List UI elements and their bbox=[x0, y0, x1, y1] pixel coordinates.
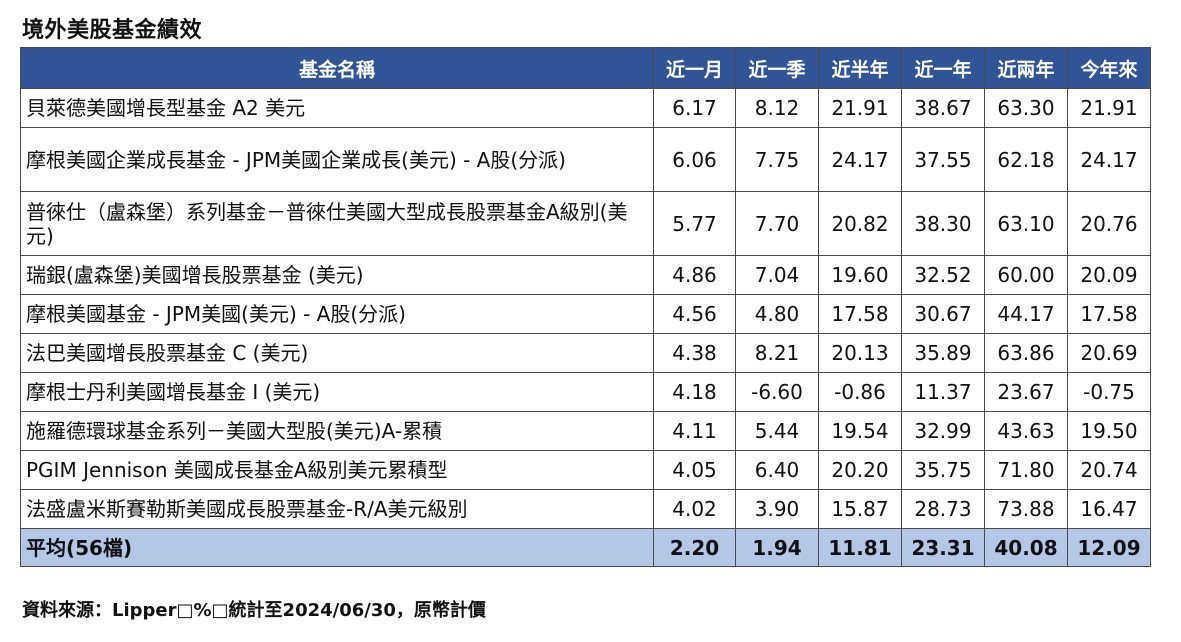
return-1m-cell: 6.06 bbox=[653, 127, 736, 192]
average-label-cell: 平均(56檔) bbox=[20, 528, 654, 567]
return-ytd-cell: 20.09 bbox=[1067, 255, 1151, 295]
fund-name-cell: 貝萊德美國增長型基金 A2 美元 bbox=[20, 88, 654, 128]
return-3m-cell: 8.21 bbox=[735, 333, 819, 373]
return-3m-cell: 4.80 bbox=[735, 294, 819, 334]
table-row: 摩根美國企業成長基金 - JPM美國企業成長(美元) - A股(分派) 6.06… bbox=[20, 127, 1151, 192]
return-6m-cell: 15.87 bbox=[818, 489, 902, 529]
return-1y-cell: 11.37 bbox=[901, 372, 985, 412]
return-ytd-cell: 20.76 bbox=[1067, 191, 1151, 256]
return-2y-cell: 43.63 bbox=[984, 411, 1068, 451]
return-3m-cell: 7.70 bbox=[735, 191, 819, 256]
return-2y-cell: 62.18 bbox=[984, 127, 1068, 192]
return-2y-cell: 23.67 bbox=[984, 372, 1068, 412]
table-row: 法巴美國增長股票基金 C (美元) 4.38 8.21 20.13 35.89 … bbox=[20, 333, 1151, 373]
return-ytd-cell: 20.69 bbox=[1067, 333, 1151, 373]
fund-name-cell: 普徠仕（盧森堡）系列基金－普徠仕美國大型成長股票基金A級別(美元) bbox=[20, 191, 654, 256]
average-ytd-cell: 12.09 bbox=[1067, 528, 1151, 567]
average-2y-cell: 40.08 bbox=[984, 528, 1068, 567]
return-1y-cell: 28.73 bbox=[901, 489, 985, 529]
return-1m-cell: 4.11 bbox=[653, 411, 736, 451]
return-ytd-cell: -0.75 bbox=[1067, 372, 1151, 412]
fund-name-cell: PGIM Jennison 美國成長基金A級別美元累積型 bbox=[20, 450, 654, 490]
return-2y-cell: 44.17 bbox=[984, 294, 1068, 334]
average-3m-cell: 1.94 bbox=[735, 528, 819, 567]
column-header-2y: 近兩年 bbox=[984, 47, 1068, 89]
return-3m-cell: 7.04 bbox=[735, 255, 819, 295]
return-ytd-cell: 19.50 bbox=[1067, 411, 1151, 451]
page-title: 境外美股基金績效 bbox=[22, 18, 203, 43]
return-1y-cell: 38.30 bbox=[901, 191, 985, 256]
return-2y-cell: 73.88 bbox=[984, 489, 1068, 529]
fund-name-cell: 施羅德環球基金系列－美國大型股(美元)A-累積 bbox=[20, 411, 654, 451]
table-row: 瑞銀(盧森堡)美國增長股票基金 (美元) 4.86 7.04 19.60 32.… bbox=[20, 255, 1151, 295]
return-ytd-cell: 20.74 bbox=[1067, 450, 1151, 490]
return-6m-cell: 17.58 bbox=[818, 294, 902, 334]
return-1y-cell: 35.75 bbox=[901, 450, 985, 490]
column-header-6m: 近半年 bbox=[818, 47, 902, 89]
return-1m-cell: 4.18 bbox=[653, 372, 736, 412]
fund-name-cell: 瑞銀(盧森堡)美國增長股票基金 (美元) bbox=[20, 255, 654, 295]
return-1y-cell: 32.99 bbox=[901, 411, 985, 451]
source-note: 資料來源：Lipper□%□統計至2024/06/30，原幣計價 bbox=[22, 600, 486, 621]
return-ytd-cell: 24.17 bbox=[1067, 127, 1151, 192]
return-ytd-cell: 17.58 bbox=[1067, 294, 1151, 334]
return-2y-cell: 63.86 bbox=[984, 333, 1068, 373]
return-6m-cell: 19.60 bbox=[818, 255, 902, 295]
fund-name-cell: 法巴美國增長股票基金 C (美元) bbox=[20, 333, 654, 373]
return-1m-cell: 4.38 bbox=[653, 333, 736, 373]
header-row: 基金名稱 近一月 近一季 近半年 近一年 近兩年 今年來 bbox=[20, 47, 1151, 89]
return-2y-cell: 63.10 bbox=[984, 191, 1068, 256]
table-row: 摩根美國基金 - JPM美國(美元) - A股(分派) 4.56 4.80 17… bbox=[20, 294, 1151, 334]
table-row: 貝萊德美國增長型基金 A2 美元 6.17 8.12 21.91 38.67 6… bbox=[20, 88, 1151, 128]
return-3m-cell: 3.90 bbox=[735, 489, 819, 529]
return-3m-cell: 5.44 bbox=[735, 411, 819, 451]
return-1m-cell: 4.02 bbox=[653, 489, 736, 529]
table-row: 施羅德環球基金系列－美國大型股(美元)A-累積 4.11 5.44 19.54 … bbox=[20, 411, 1151, 451]
fund-name-cell: 摩根美國企業成長基金 - JPM美國企業成長(美元) - A股(分派) bbox=[20, 127, 654, 192]
return-1m-cell: 4.86 bbox=[653, 255, 736, 295]
return-3m-cell: -6.60 bbox=[735, 372, 819, 412]
return-2y-cell: 63.30 bbox=[984, 88, 1068, 128]
average-row: 平均(56檔) 2.20 1.94 11.81 23.31 40.08 12.0… bbox=[20, 528, 1151, 567]
column-header-1m: 近一月 bbox=[653, 47, 736, 89]
return-3m-cell: 6.40 bbox=[735, 450, 819, 490]
table-row: 摩根士丹利美國增長基金 I (美元) 4.18 -6.60 -0.86 11.3… bbox=[20, 372, 1151, 412]
return-1m-cell: 5.77 bbox=[653, 191, 736, 256]
average-1y-cell: 23.31 bbox=[901, 528, 985, 567]
return-6m-cell: 20.82 bbox=[818, 191, 902, 256]
table-row: 法盛盧米斯賽勒斯美國成長股票基金-R/A美元級別 4.02 3.90 15.87… bbox=[20, 489, 1151, 529]
average-6m-cell: 11.81 bbox=[818, 528, 902, 567]
table-row: 普徠仕（盧森堡）系列基金－普徠仕美國大型成長股票基金A級別(美元) 5.77 7… bbox=[20, 191, 1151, 256]
return-6m-cell: 20.13 bbox=[818, 333, 902, 373]
return-1y-cell: 38.67 bbox=[901, 88, 985, 128]
fund-name-cell: 摩根美國基金 - JPM美國(美元) - A股(分派) bbox=[20, 294, 654, 334]
return-1m-cell: 4.05 bbox=[653, 450, 736, 490]
return-6m-cell: -0.86 bbox=[818, 372, 902, 412]
column-header-1y: 近一年 bbox=[901, 47, 985, 89]
return-1y-cell: 32.52 bbox=[901, 255, 985, 295]
average-1m-cell: 2.20 bbox=[653, 528, 736, 567]
return-ytd-cell: 16.47 bbox=[1067, 489, 1151, 529]
fund-name-cell: 法盛盧米斯賽勒斯美國成長股票基金-R/A美元級別 bbox=[20, 489, 654, 529]
return-6m-cell: 24.17 bbox=[818, 127, 902, 192]
return-2y-cell: 60.00 bbox=[984, 255, 1068, 295]
fund-performance-table: 基金名稱 近一月 近一季 近半年 近一年 近兩年 今年來 貝萊德美國增長型基金 … bbox=[20, 47, 1151, 567]
return-2y-cell: 71.80 bbox=[984, 450, 1068, 490]
return-3m-cell: 8.12 bbox=[735, 88, 819, 128]
return-1y-cell: 35.89 bbox=[901, 333, 985, 373]
return-3m-cell: 7.75 bbox=[735, 127, 819, 192]
table-row: PGIM Jennison 美國成長基金A級別美元累積型 4.05 6.40 2… bbox=[20, 450, 1151, 490]
return-1y-cell: 37.55 bbox=[901, 127, 985, 192]
fund-name-cell: 摩根士丹利美國增長基金 I (美元) bbox=[20, 372, 654, 412]
return-6m-cell: 20.20 bbox=[818, 450, 902, 490]
return-1m-cell: 6.17 bbox=[653, 88, 736, 128]
return-6m-cell: 19.54 bbox=[818, 411, 902, 451]
return-1m-cell: 4.56 bbox=[653, 294, 736, 334]
return-1y-cell: 30.67 bbox=[901, 294, 985, 334]
column-header-ytd: 今年來 bbox=[1067, 47, 1151, 89]
return-ytd-cell: 21.91 bbox=[1067, 88, 1151, 128]
return-6m-cell: 21.91 bbox=[818, 88, 902, 128]
column-header-fund-name: 基金名稱 bbox=[20, 47, 654, 89]
column-header-3m: 近一季 bbox=[735, 47, 819, 89]
